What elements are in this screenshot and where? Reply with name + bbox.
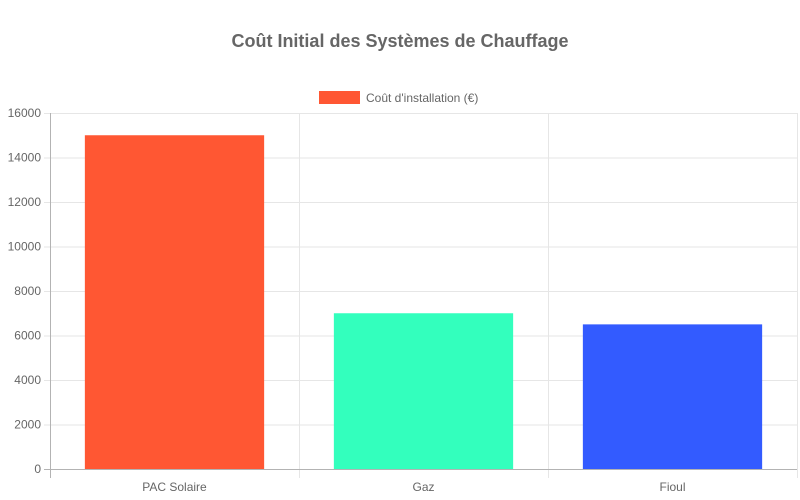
y-tick-label: 0: [34, 462, 41, 476]
y-tick-label: 16000: [8, 106, 42, 120]
axes: [44, 113, 797, 478]
chart-title: Coût Initial des Systèmes de Chauffage: [231, 31, 568, 51]
y-tick-label: 4000: [14, 373, 41, 387]
bar-fioul: [582, 324, 763, 469]
bars: [84, 135, 763, 469]
x-tick-label: Fioul: [659, 480, 685, 494]
y-tick-label: 12000: [8, 195, 42, 209]
y-tick-label: 6000: [14, 329, 41, 343]
x-axis-tick-labels: PAC Solaire Gaz Fioul: [142, 480, 685, 494]
legend[interactable]: Coût d'installation (€): [319, 91, 478, 105]
y-tick-label: 2000: [14, 418, 41, 432]
legend-label: Coût d'installation (€): [366, 91, 478, 105]
x-tick-label: Gaz: [412, 480, 434, 494]
y-tick-label: 8000: [14, 284, 41, 298]
bar-gaz: [333, 313, 514, 469]
bar-pac-solaire: [84, 135, 265, 469]
legend-swatch: [319, 91, 360, 104]
y-tick-label: 14000: [8, 151, 42, 165]
y-axis-tick-labels: 0 2000 4000 6000 8000 10000 12000 14000 16000: [8, 106, 42, 476]
y-tick-label: 10000: [8, 240, 42, 254]
x-tick-label: PAC Solaire: [142, 480, 207, 494]
